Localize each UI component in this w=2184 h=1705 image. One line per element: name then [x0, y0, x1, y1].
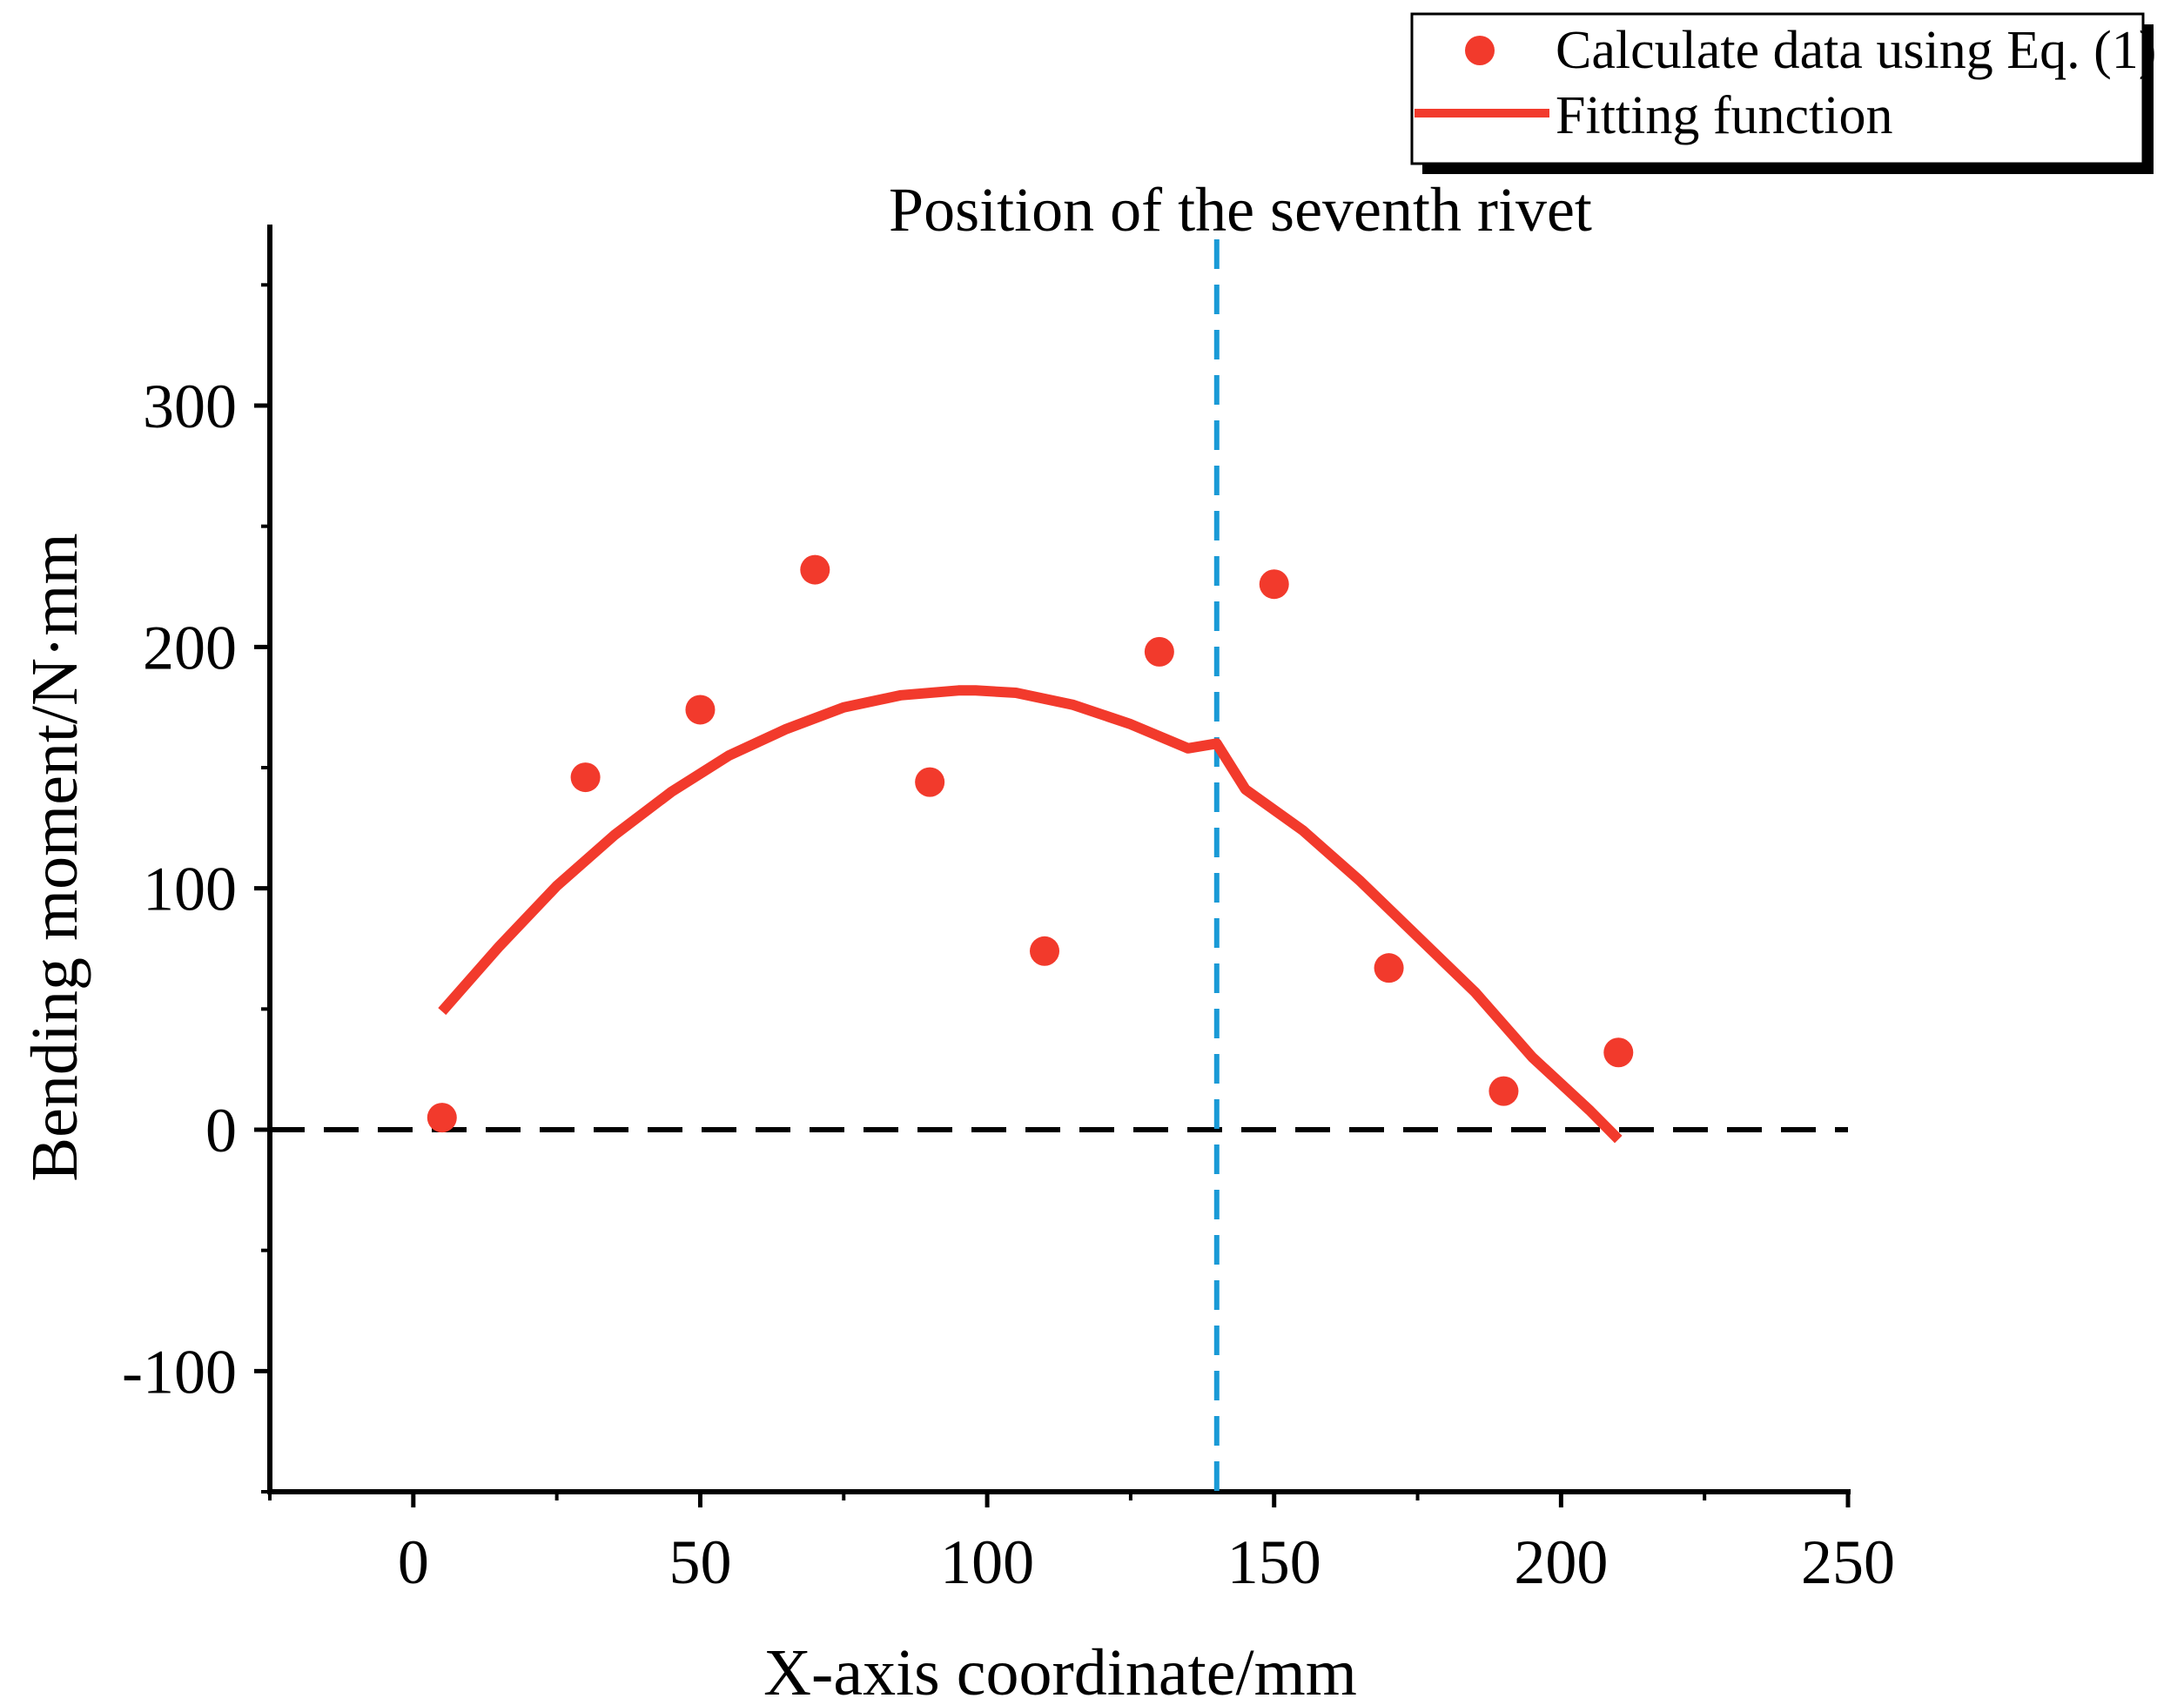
data-point — [1144, 636, 1174, 667]
data-point — [685, 695, 716, 725]
x-tick-label: 250 — [1801, 1527, 1895, 1597]
legend: Calculate data using Eq. (1) Fitting fun… — [1410, 12, 2156, 174]
data-point — [1488, 1076, 1519, 1106]
legend-box — [1410, 12, 2145, 165]
legend-label-line: Fitting function — [1556, 86, 1893, 145]
y-tick-label: 200 — [143, 613, 237, 682]
legend-marker-scatter — [1465, 36, 1495, 65]
fitting-function-series — [438, 685, 1623, 1144]
data-point — [1030, 936, 1060, 966]
y-axis-ticks: -100 0 100 200 300 — [122, 283, 270, 1494]
x-axis-title: X-axis coordinate/mm — [763, 1636, 1357, 1705]
x-tick-label: 50 — [669, 1527, 731, 1597]
x-tick-label: 100 — [940, 1527, 1034, 1597]
calculated-data-series — [427, 554, 1634, 1133]
legend-label-scatter: Calculate data using Eq. (1) — [1556, 21, 2156, 80]
y-tick-label: -100 — [122, 1337, 237, 1406]
y-tick-label: 300 — [143, 372, 237, 441]
y-tick-label: 0 — [205, 1096, 237, 1165]
data-point — [1259, 569, 1289, 600]
data-point — [800, 554, 830, 585]
reference-lines — [270, 239, 1848, 1492]
chart-title: Position of the seventh rivet — [889, 175, 1592, 245]
y-axis-title: Bending moment/N·mm — [18, 533, 91, 1181]
data-point — [570, 762, 601, 793]
fitting-function-line — [438, 685, 1623, 1144]
x-tick-label: 200 — [1514, 1527, 1608, 1597]
data-point — [1603, 1037, 1634, 1068]
data-point — [1374, 953, 1404, 983]
x-axis-ticks: 0 50 100 150 200 250 — [268, 1492, 1895, 1597]
x-tick-label: 150 — [1227, 1527, 1321, 1597]
data-point — [427, 1103, 457, 1133]
x-tick-label: 0 — [398, 1527, 429, 1597]
y-tick-label: 100 — [143, 855, 237, 924]
data-point — [915, 767, 945, 797]
